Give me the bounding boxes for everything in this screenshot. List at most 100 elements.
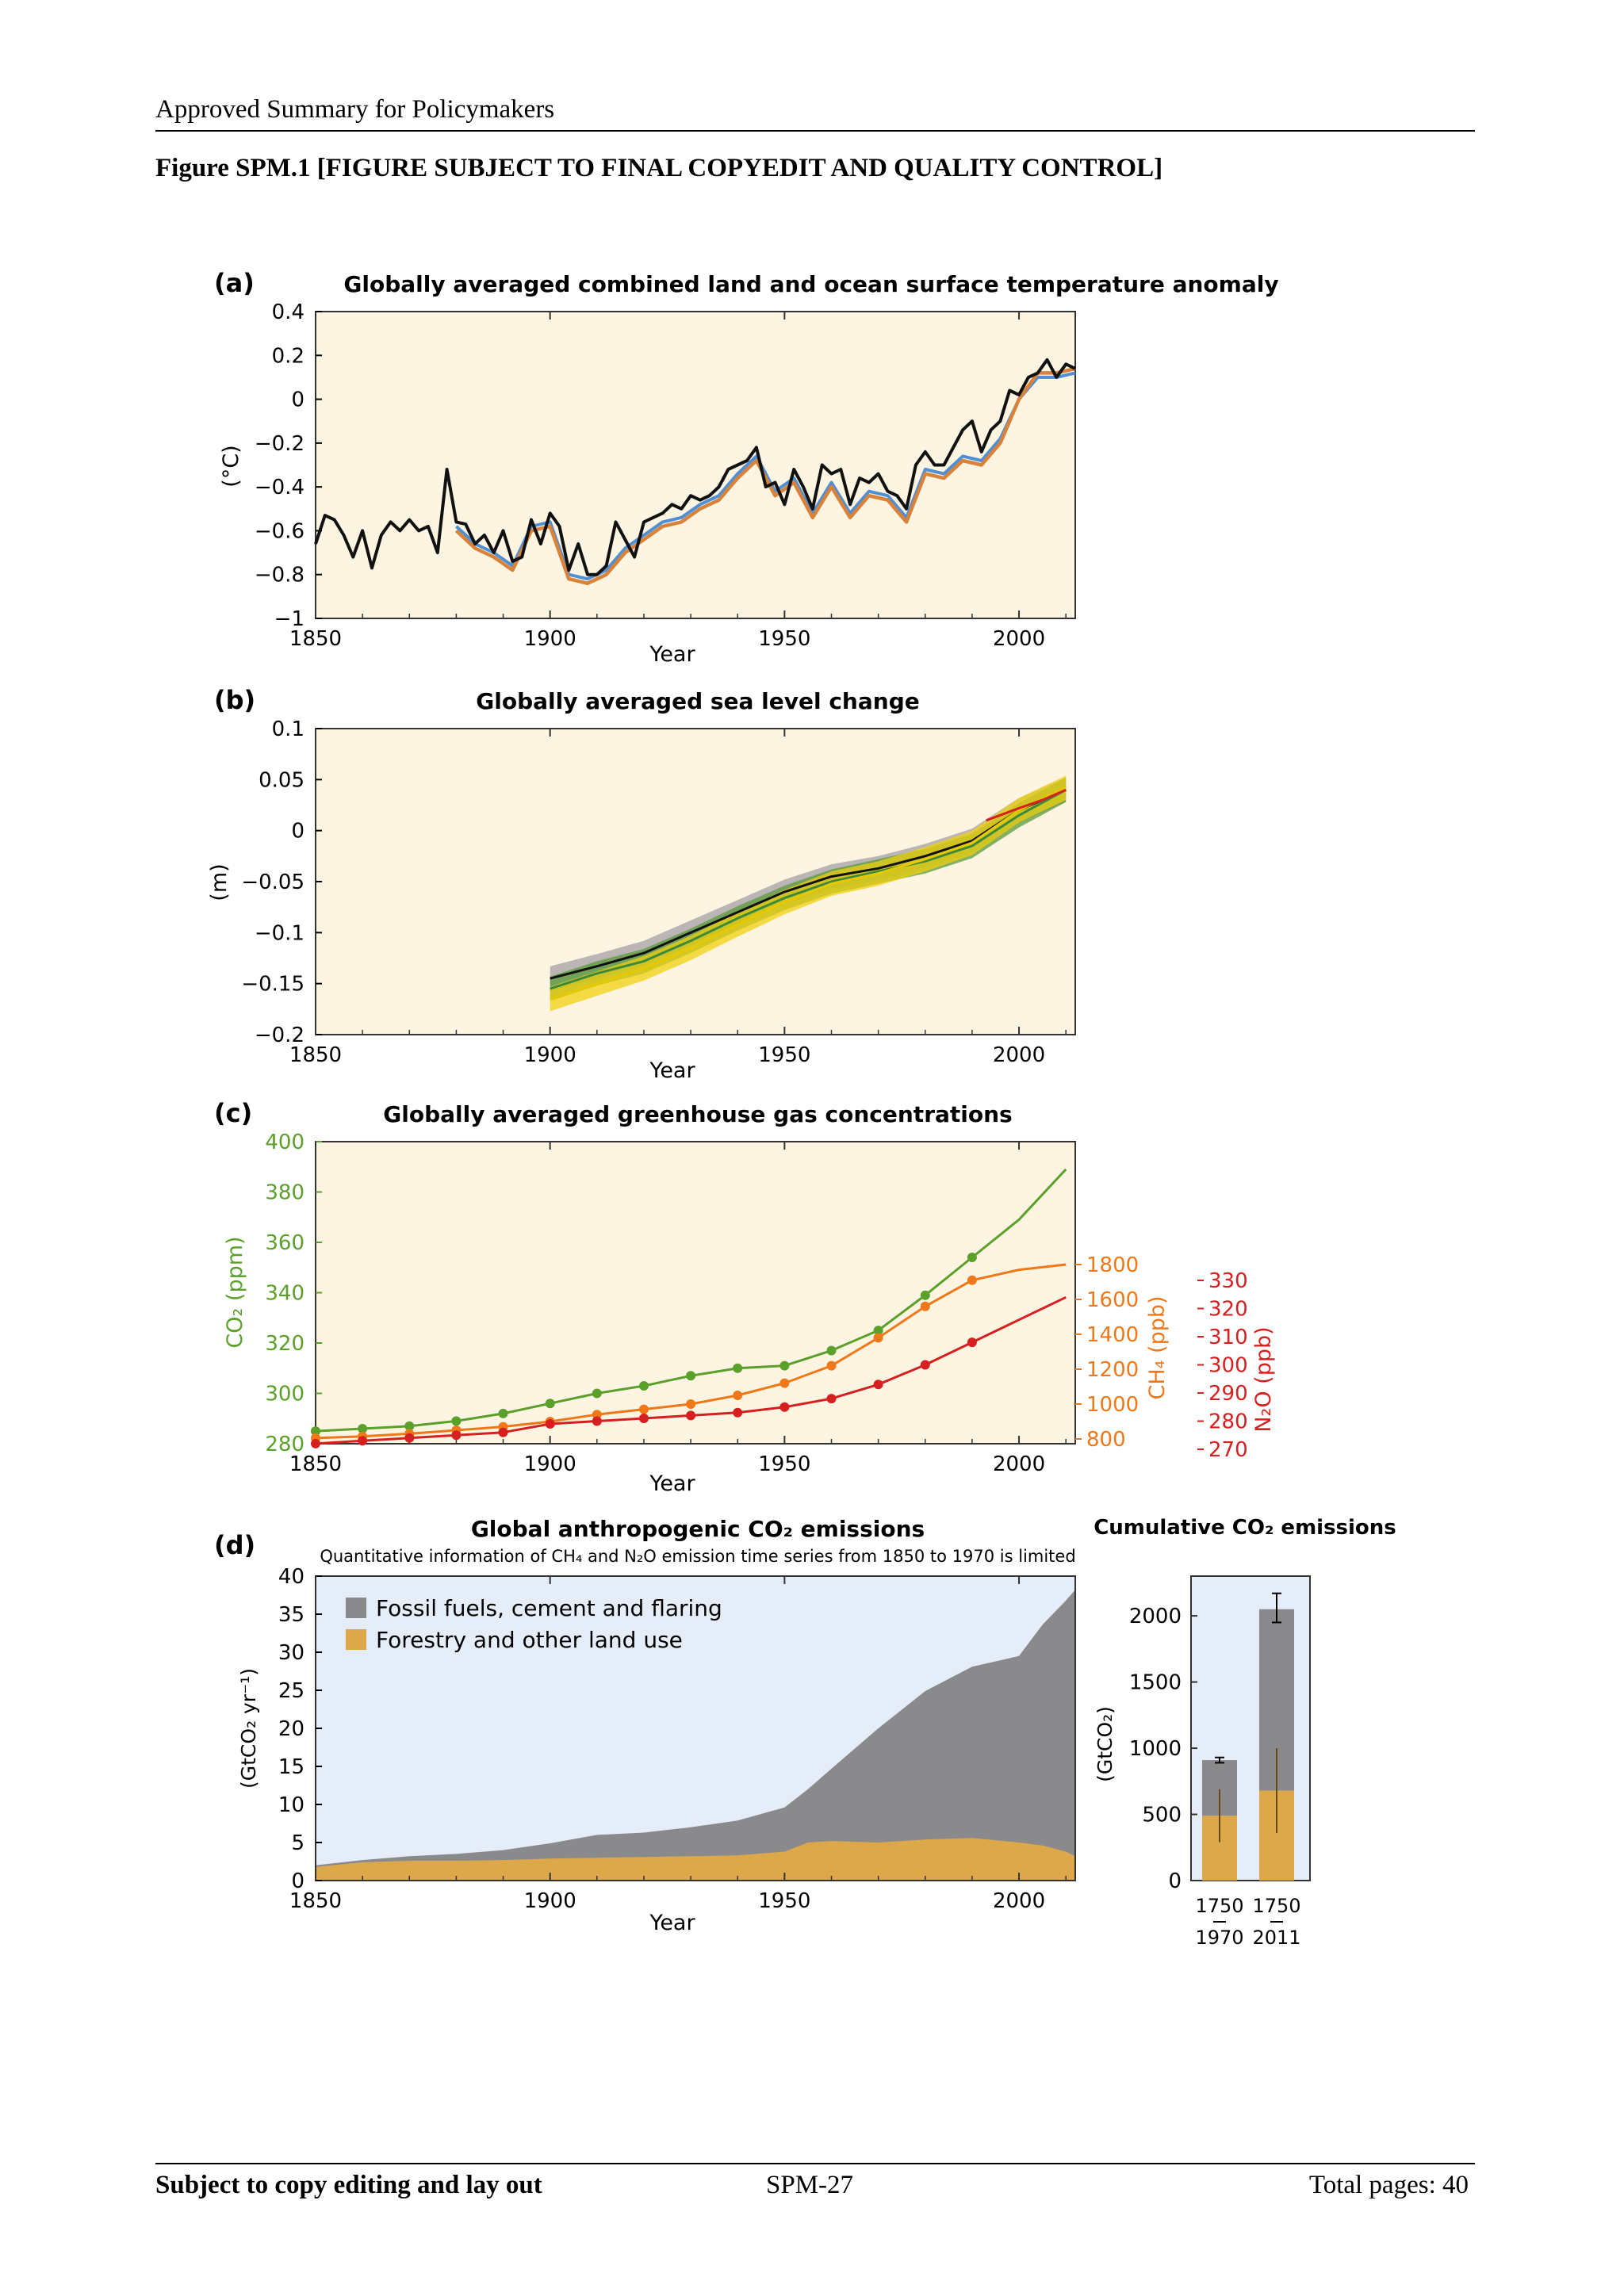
- panel-d-x-tick-label: 2000: [993, 1889, 1045, 1913]
- panel-c-n2o-label: N₂O (ppb): [1251, 1326, 1276, 1432]
- cumulative-ylabel: (GtCO₂): [1094, 1706, 1116, 1782]
- footer-rule: [155, 2163, 1475, 2164]
- panel-d-y-tick-label: 35: [278, 1603, 304, 1627]
- panel-d-y-tick-label: 20: [278, 1717, 304, 1741]
- panel-d-x-tick-label: 1850: [289, 1889, 342, 1913]
- panel-b-series-1-line: [550, 788, 1067, 980]
- panel-a-series: [314, 358, 1076, 586]
- panel-c-ch4-tick-label: 800: [1086, 1428, 1126, 1452]
- header-rule: [155, 130, 1475, 132]
- panel-c-n2o-point: [639, 1414, 649, 1423]
- panel-a: (a) Globally averaged combined land and …: [214, 268, 1279, 667]
- panel-c-x-ticks: 1850 1900 1950 2000: [289, 1142, 1067, 1476]
- panel-a-series-1-line: [314, 358, 1076, 576]
- panel-c-n2o-point: [498, 1427, 508, 1437]
- panel-c-ch4-tick-label: 1800: [1086, 1253, 1139, 1277]
- panel-b-x-tick-label: 1900: [524, 1043, 576, 1067]
- panel-d-xlabel: Year: [649, 1911, 695, 1935]
- panel-c-n2o-point: [920, 1360, 930, 1370]
- panel-d-y-tick-label: 40: [278, 1565, 304, 1589]
- panel-b-plot-area: [315, 728, 1076, 1035]
- panel-c-co2-point: [358, 1424, 368, 1433]
- panel-b-y-tick-label: −0.2: [255, 1024, 304, 1047]
- cumulative-y-tick-label: 0: [1168, 1869, 1182, 1893]
- panel-b-y-tick-label: 0: [291, 820, 304, 844]
- panel-d-x-tick-label: 1900: [524, 1889, 576, 1913]
- panel-c-co2-point: [686, 1371, 696, 1381]
- panel-a-plot-area: [315, 311, 1076, 619]
- panel-c-co2-point: [733, 1363, 743, 1373]
- cumulative-y-tick-label: 2000: [1129, 1605, 1182, 1628]
- panel-c-ch4-point: [967, 1275, 977, 1285]
- cumulative-x-ticks: 1750 1970 1750 2011: [1195, 1895, 1300, 1949]
- panel-c-n2o-tick-label: 280: [1208, 1410, 1248, 1434]
- panel-b-x-ticks: 1850 1900 1950 2000: [289, 729, 1067, 1067]
- panel-c-n2o-point: [451, 1430, 462, 1441]
- panel-c-n2o-tick-label: 320: [1208, 1298, 1248, 1322]
- panel-c: (c) Globally averaged greenhouse gas con…: [214, 1098, 1276, 1496]
- panel-a-y-tick-label: 0.2: [272, 344, 304, 368]
- panel-a-x-tick-label: 1900: [524, 627, 576, 651]
- panel-c-n2o-point: [779, 1402, 790, 1412]
- cumulative-title-text: Cumulative CO₂ emissions: [1094, 1516, 1396, 1540]
- panel-c-ch4-tick-label: 1400: [1086, 1323, 1139, 1347]
- panel-d-series: [316, 1590, 1075, 1881]
- panel-a-x-ticks: 1850 1900 1950 2000: [289, 312, 1067, 651]
- panel-a-series-3-line: [454, 366, 1076, 586]
- panel-c-ch4-tick-label: 1600: [1086, 1288, 1139, 1312]
- panel-c-co2-ticks: 400 380 360 340 320 300 280: [265, 1131, 322, 1456]
- panel-c-ch4-ticks: 1800 1600 1400 1200 1000 800: [1075, 1253, 1139, 1452]
- cumulative-x-label-end: 1970: [1195, 1927, 1243, 1949]
- panel-c-n2o-point: [686, 1410, 696, 1421]
- panel-b-ylabel: (m): [207, 863, 232, 901]
- panel-c-n2o-point: [873, 1380, 883, 1390]
- figure-title: Figure SPM.1 [FIGURE SUBJECT TO FINAL CO…: [155, 154, 1163, 182]
- panel-b-x-tick-label: 1950: [758, 1043, 810, 1067]
- legend-forestry-swatch: [346, 1629, 366, 1650]
- panel-c-ch4-point: [733, 1391, 743, 1400]
- panel-b-series-3-line: [550, 786, 1067, 1001]
- panel-c-n2o-tick-label: 270: [1208, 1438, 1248, 1462]
- panel-c-x-tick-label: 2000: [993, 1452, 1045, 1476]
- panel-a-ylabel: (°C): [219, 445, 243, 487]
- panel-b-y-tick-label: −0.05: [241, 871, 304, 894]
- panel-c-n2o-ticks: 330 320 310 300 290 280 270: [1197, 1269, 1248, 1462]
- cumulative-y-tick-label: 1500: [1129, 1671, 1182, 1695]
- panel-c-ch4-point: [779, 1378, 790, 1388]
- panel-d-letter: (d): [214, 1530, 255, 1560]
- panel-c-co2-label: CO₂ (ppm): [223, 1236, 247, 1348]
- panel-b-y-tick-label: 0.1: [272, 718, 304, 741]
- panel-a-y-tick-label: −1: [274, 607, 304, 631]
- panel-c-co2-point: [498, 1408, 508, 1418]
- panel-c-co2-tick-label: 360: [265, 1231, 304, 1255]
- panel-c-x-tick-label: 1850: [289, 1452, 342, 1476]
- panel-d-forestry-area: [316, 1838, 1075, 1881]
- panel-c-co2-point: [639, 1381, 649, 1391]
- panel-c-co2-tick-label: 380: [265, 1181, 304, 1205]
- panel-c-n2o-point: [733, 1407, 743, 1418]
- panel-c-ch4-tick-label: 1000: [1086, 1393, 1139, 1417]
- panel-c-co2-point: [404, 1421, 415, 1431]
- panel-d-y-tick-label: 30: [278, 1641, 304, 1665]
- panel-c-letter: (c): [214, 1098, 252, 1128]
- panel-c-plot-area: [315, 1141, 1076, 1445]
- panel-c-co2-point: [545, 1399, 555, 1409]
- panel-a-y-ticks: 0.4 0.2 0 −0.2 −0.4 −0.6 −0.8 −1: [255, 300, 322, 631]
- cumulative-y-tick-label: 1000: [1129, 1737, 1182, 1761]
- panel-c-co2-tick-label: 320: [265, 1332, 304, 1356]
- panel-c-co2-point: [920, 1290, 930, 1300]
- cumulative-x-label-end: 2011: [1252, 1927, 1300, 1949]
- panel-d-ylabel: (GtCO₂ yr⁻¹): [237, 1668, 260, 1789]
- panel-b-x-tick-label: 1850: [289, 1043, 342, 1067]
- panel-a-title: Globally averaged combined land and ocea…: [343, 271, 1278, 297]
- cumulative-y-tick-label: 500: [1142, 1804, 1182, 1827]
- panel-c-n2o-point: [404, 1433, 415, 1443]
- panel-a-y-tick-label: −0.2: [255, 432, 304, 456]
- panel-a-y-tick-label: −0.6: [255, 519, 304, 543]
- panel-b-xlabel: Year: [649, 1058, 695, 1083]
- panel-d-y-tick-label: 10: [278, 1793, 304, 1817]
- panel-c-ch4-point: [873, 1333, 883, 1343]
- panel-a-y-tick-label: −0.4: [255, 476, 304, 499]
- panel-c-ch4-point: [592, 1410, 602, 1420]
